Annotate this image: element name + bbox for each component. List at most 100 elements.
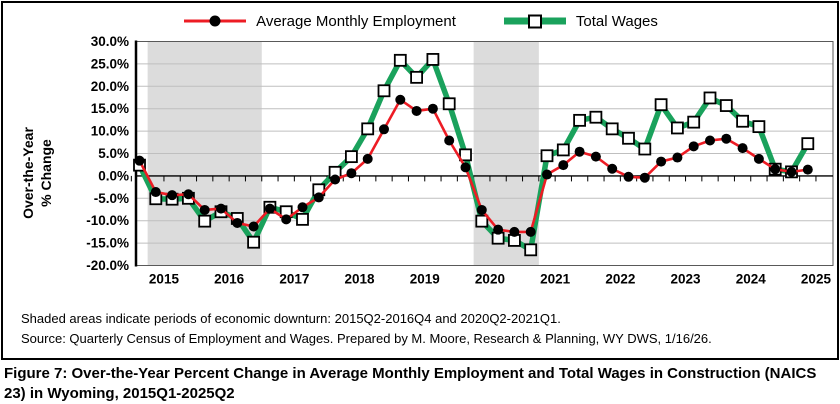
wages-data-point bbox=[377, 84, 391, 98]
employment-data-point bbox=[509, 226, 520, 237]
employment-data-point bbox=[346, 168, 357, 179]
employment-data-point bbox=[688, 141, 699, 152]
legend-label-wages: Total Wages bbox=[575, 12, 658, 30]
employment-data-point bbox=[167, 190, 178, 201]
x-tick-label: 2015 bbox=[149, 272, 180, 287]
x-tick-label: 2025 bbox=[801, 272, 832, 287]
wages-data-point bbox=[605, 122, 619, 136]
wages-data-point bbox=[671, 121, 684, 135]
wages-data-point bbox=[198, 214, 212, 228]
wages-data-point bbox=[247, 235, 261, 249]
employment-data-point bbox=[721, 133, 732, 144]
employment-line-marker-icon bbox=[184, 15, 247, 27]
employment-data-point bbox=[639, 172, 650, 183]
employment-data-point bbox=[232, 217, 243, 228]
wages-data-point bbox=[654, 98, 668, 112]
wages-data-point bbox=[344, 150, 358, 164]
employment-data-point bbox=[558, 160, 569, 171]
legend-label-employment: Average Monthly Employment bbox=[256, 12, 456, 30]
wages-data-point bbox=[622, 131, 635, 145]
x-tick-label: 2018 bbox=[345, 272, 376, 287]
wages-data-point bbox=[410, 70, 424, 84]
wages-data-point bbox=[638, 142, 652, 156]
y-tick-label: 25.0% bbox=[91, 56, 129, 71]
wages-data-point bbox=[736, 114, 749, 128]
footnote-source-line: Source: Quarterly Census of Employment a… bbox=[21, 330, 712, 346]
employment-data-point bbox=[460, 162, 471, 173]
x-tick-label: 2022 bbox=[605, 272, 635, 287]
employment-data-point bbox=[493, 224, 504, 235]
employment-data-point bbox=[281, 214, 292, 225]
employment-data-point bbox=[330, 174, 341, 185]
footnote: Shaded areas indicate periods of economi… bbox=[21, 309, 821, 348]
employment-data-point bbox=[737, 143, 748, 154]
wages-data-point bbox=[573, 113, 586, 127]
employment-data-point bbox=[607, 163, 618, 174]
employment-data-point bbox=[379, 124, 389, 135]
wages-data-point bbox=[589, 110, 603, 124]
employment-data-point bbox=[199, 204, 210, 215]
y-axis-title: Over-the-Year % Change bbox=[20, 127, 55, 219]
employment-data-point bbox=[574, 146, 585, 157]
figure-caption: Figure 7: Over-the-Year Percent Change i… bbox=[4, 365, 817, 402]
employment-data-point bbox=[313, 192, 324, 203]
employment-data-point bbox=[150, 187, 161, 198]
y-tick-label: 15.0% bbox=[91, 101, 129, 116]
employment-data-point bbox=[623, 171, 634, 182]
y-tick-label: 30.0% bbox=[91, 34, 129, 49]
employment-data-point bbox=[411, 105, 422, 116]
wages-data-point bbox=[801, 137, 815, 151]
wages-data-point bbox=[361, 122, 375, 136]
employment-data-point bbox=[476, 204, 487, 215]
chart-legend: Average Monthly Employment Total Wages bbox=[3, 9, 837, 33]
wages-data-point bbox=[703, 91, 717, 105]
employment-data-point bbox=[264, 203, 275, 214]
y-tick-label: 20.0% bbox=[91, 79, 129, 94]
wages-data-point bbox=[426, 53, 440, 66]
x-tick-label: 2017 bbox=[279, 272, 309, 287]
figure-box: Average Monthly Employment Total Wages O… bbox=[1, 1, 839, 360]
wages-data-point bbox=[540, 149, 554, 163]
y-tick-label: 10.0% bbox=[91, 124, 129, 139]
employment-data-point bbox=[134, 155, 145, 166]
wages-data-point bbox=[459, 148, 472, 162]
employment-data-point bbox=[525, 226, 536, 237]
employment-data-point bbox=[427, 103, 438, 114]
y-tick-label: -15.0% bbox=[86, 236, 129, 251]
wages-data-point bbox=[752, 120, 766, 134]
wages-data-point bbox=[475, 214, 489, 228]
x-tick-label: 2019 bbox=[410, 272, 440, 287]
footnote-shading-line: Shaded areas indicate periods of economi… bbox=[21, 311, 561, 326]
employment-data-point bbox=[590, 151, 601, 162]
line-chart-plot: 30.0% 25.0% 20.0% 15.0% 10.0% 5.0% 0.0% -5.0% -1… bbox=[86, 34, 834, 287]
y-tick-label: -10.0% bbox=[86, 213, 129, 228]
chart-area: Over-the-Year % Change 30.0% 25.0% 20.0% 15… bbox=[3, 33, 837, 305]
y-tick-label: -5.0% bbox=[94, 191, 129, 206]
employment-data-point bbox=[444, 135, 455, 146]
wages-data-point bbox=[556, 143, 570, 157]
employment-data-point bbox=[248, 221, 259, 232]
employment-data-point bbox=[753, 153, 764, 164]
legend-item-employment: Average Monthly Employment bbox=[182, 13, 456, 30]
employment-data-point bbox=[297, 202, 308, 213]
x-tick-label: 2021 bbox=[540, 272, 571, 287]
employment-data-point bbox=[770, 164, 781, 175]
x-tick-label: 2023 bbox=[671, 272, 702, 287]
y-tick-label: 5.0% bbox=[98, 146, 129, 161]
employment-data-point bbox=[216, 203, 226, 214]
legend-item-wages: Total Wages bbox=[502, 13, 658, 30]
wages-data-point bbox=[442, 97, 456, 111]
x-tick-label: 2020 bbox=[475, 272, 505, 287]
employment-data-point bbox=[802, 164, 813, 175]
wages-data-point bbox=[687, 115, 701, 129]
wages-data-point bbox=[296, 212, 309, 226]
employment-data-point bbox=[542, 169, 552, 180]
employment-data-point bbox=[672, 152, 683, 163]
employment-data-point bbox=[656, 156, 667, 167]
employment-data-point bbox=[362, 153, 373, 164]
x-tick-label: 2024 bbox=[736, 272, 767, 287]
employment-data-point bbox=[786, 166, 797, 177]
employment-data-point bbox=[705, 135, 715, 146]
wages-line-marker-icon bbox=[503, 14, 566, 29]
y-tick-label: -20.0% bbox=[86, 258, 129, 273]
